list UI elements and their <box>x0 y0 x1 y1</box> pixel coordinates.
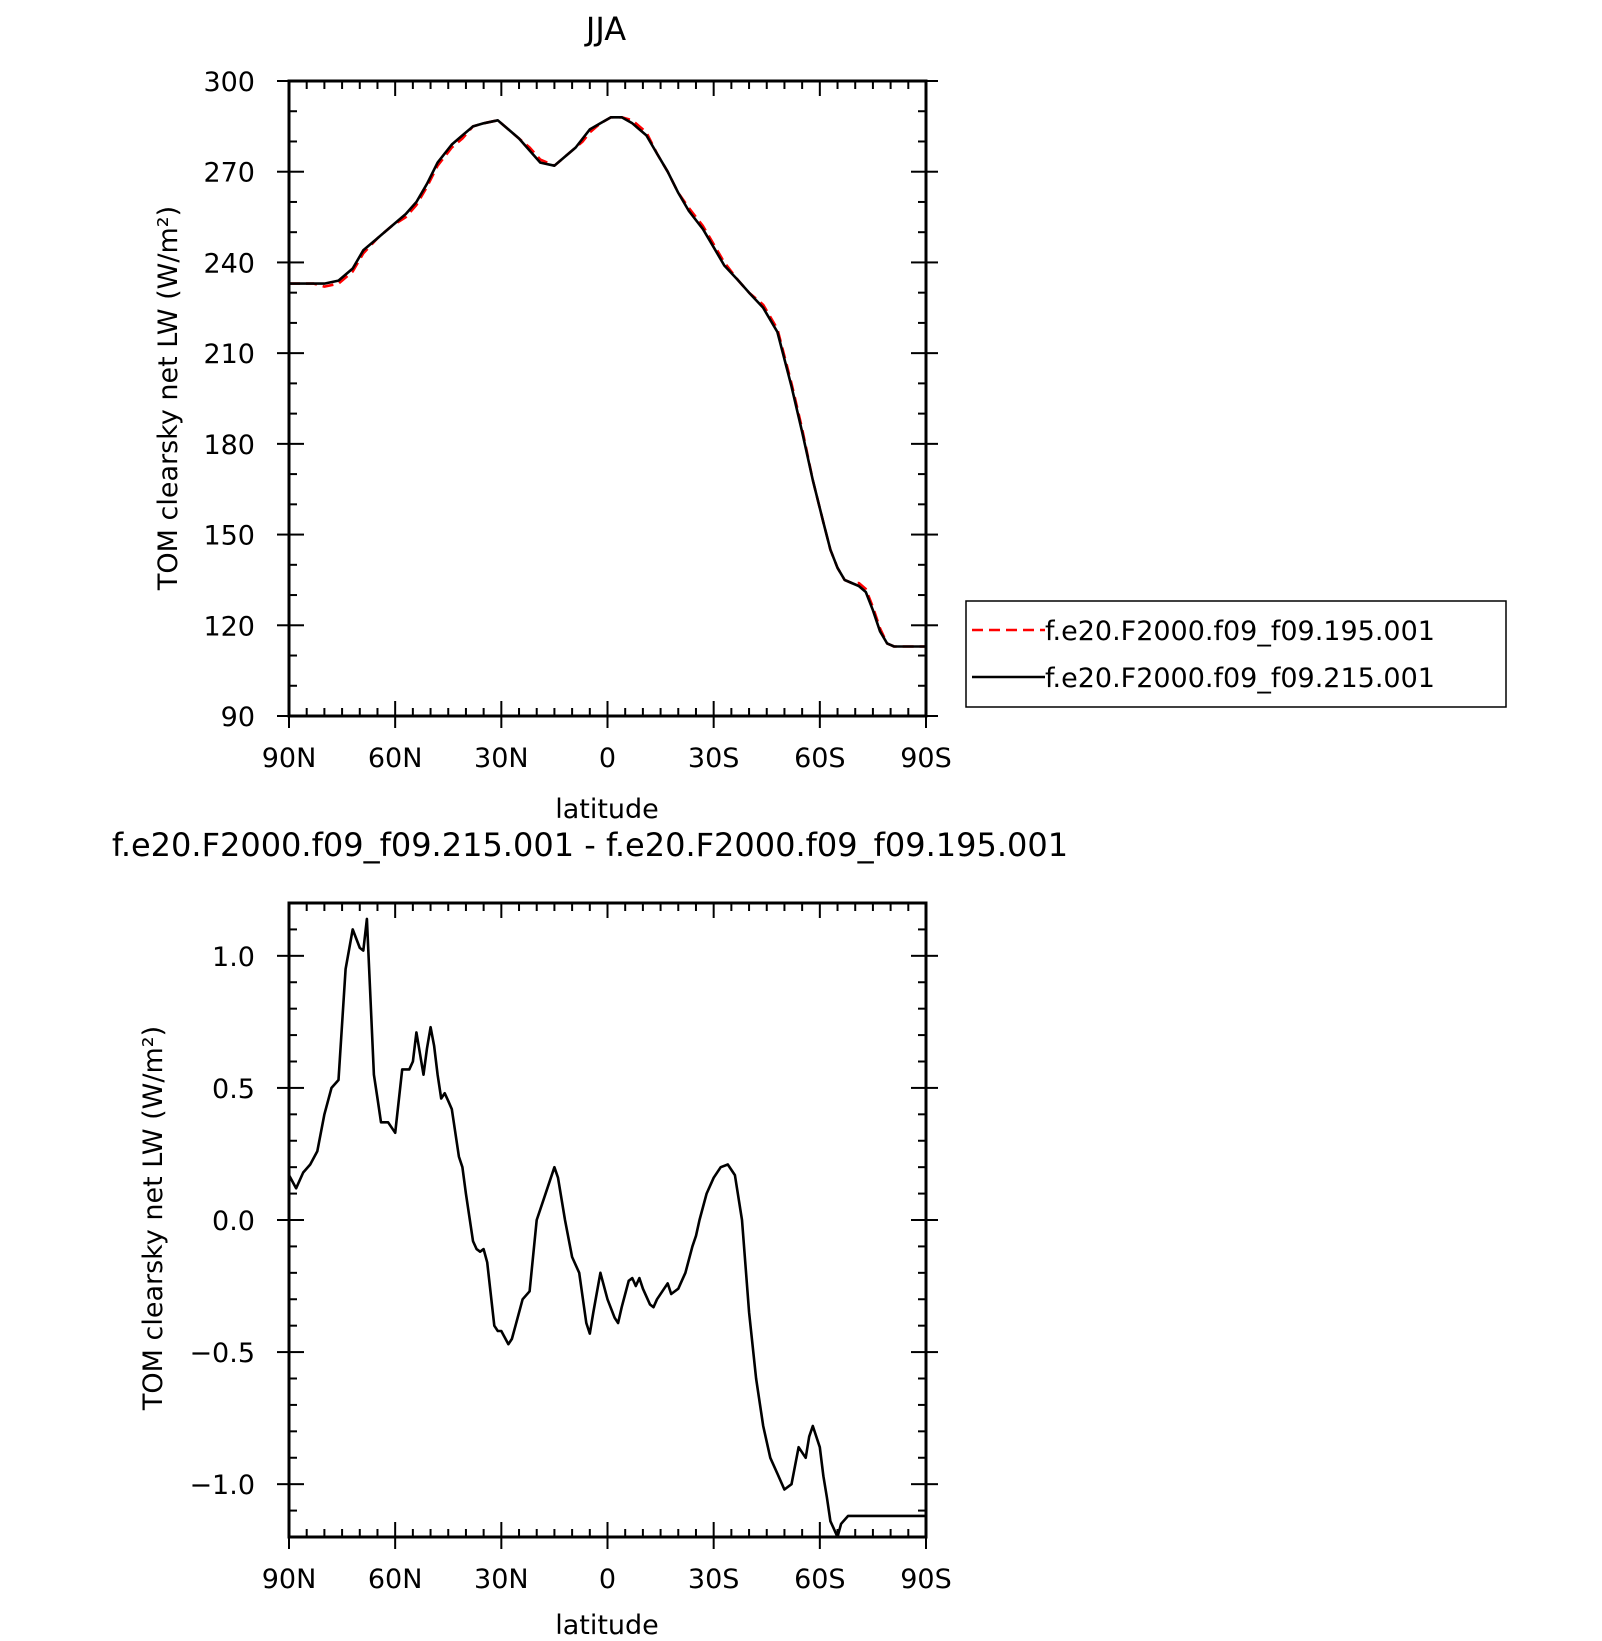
top-y-tick-label: 240 <box>203 248 255 279</box>
legend-label-195: f.e20.F2000.f09_f09.195.001 <box>1045 616 1435 647</box>
legend: f.e20.F2000.f09_f09.195.001 f.e20.F2000.… <box>965 600 1507 708</box>
bottom-y-axis-label: TOM clearsky net LW (W/m²) <box>138 1026 169 1411</box>
top-y-axis-label: TOM clearsky net LW (W/m²) <box>153 206 184 591</box>
top-y-tick-label: 150 <box>203 521 255 552</box>
bottom-x-tick-label: 90S <box>900 1564 952 1595</box>
top-y-tick-label: 270 <box>203 158 255 189</box>
bottom-x-axis-label: latitude <box>555 1610 659 1641</box>
bottom-x-tick-label: 0 <box>599 1564 616 1595</box>
bottom-y-tick-label: 1.0 <box>212 942 255 973</box>
top-x-axis-label: latitude <box>555 794 659 825</box>
bottom-x-tick-label: 90N <box>262 1564 317 1595</box>
bottom-y-tick-labels: 1.0 0.5 0.0 −0.5 −1.0 <box>189 942 255 1501</box>
top-panel-title: JJA <box>584 10 626 48</box>
bottom-y-tick-label: 0.0 <box>212 1206 255 1237</box>
bottom-x-tick-labels: 90N 60N 30N 0 30S 60S 90S <box>262 1564 952 1595</box>
bottom-x-tick-label: 60N <box>368 1564 423 1595</box>
bottom-x-tick-label: 60S <box>794 1564 846 1595</box>
bottom-y-tick-label: −0.5 <box>189 1338 255 1369</box>
legend-label-215: f.e20.F2000.f09_f09.215.001 <box>1045 663 1435 694</box>
top-y-tick-label: 180 <box>203 430 255 461</box>
top-x-tick-label: 60S <box>794 743 846 774</box>
bottom-panel: f.e20.F2000.f09_f09.215.001 - f.e20.F200… <box>112 826 1068 1641</box>
top-series-line-0 <box>289 116 926 648</box>
top-x-tick-label: 60N <box>368 743 423 774</box>
top-panel: JJA 300 270 240 210 180 150 120 90 90N 60N 30N 0 30… <box>153 10 1507 825</box>
top-y-tick-label: 90 <box>221 702 255 733</box>
bottom-x-tick-label: 30S <box>688 1564 740 1595</box>
bottom-plot-area <box>287 917 926 1539</box>
top-series-line-1 <box>289 116 926 648</box>
bottom-tick-marks <box>277 902 938 1549</box>
top-tick-marks <box>277 80 938 728</box>
bottom-y-tick-label: −1.0 <box>189 1470 255 1501</box>
top-x-tick-label: 30S <box>688 743 740 774</box>
bottom-x-tick-label: 30N <box>474 1564 529 1595</box>
top-x-tick-label: 90N <box>262 743 317 774</box>
top-plot-area <box>289 116 926 648</box>
top-y-tick-label: 210 <box>203 339 255 370</box>
top-x-tick-label: 0 <box>599 743 616 774</box>
top-y-tick-label: 300 <box>203 67 255 98</box>
bottom-plot-frame <box>287 901 928 1539</box>
top-y-tick-labels: 300 270 240 210 180 150 120 90 <box>203 67 255 733</box>
bottom-y-tick-label: 0.5 <box>212 1074 255 1105</box>
top-plot-frame <box>287 79 928 718</box>
bottom-panel-title: f.e20.F2000.f09_f09.215.001 - f.e20.F200… <box>112 826 1068 864</box>
top-x-tick-labels: 90N 60N 30N 0 30S 60S 90S <box>262 743 952 774</box>
bottom-series-line-0 <box>287 917 926 1539</box>
legend-box <box>965 600 1507 708</box>
top-x-tick-label: 30N <box>474 743 529 774</box>
top-y-tick-label: 120 <box>203 611 255 642</box>
top-x-tick-label: 90S <box>900 743 952 774</box>
